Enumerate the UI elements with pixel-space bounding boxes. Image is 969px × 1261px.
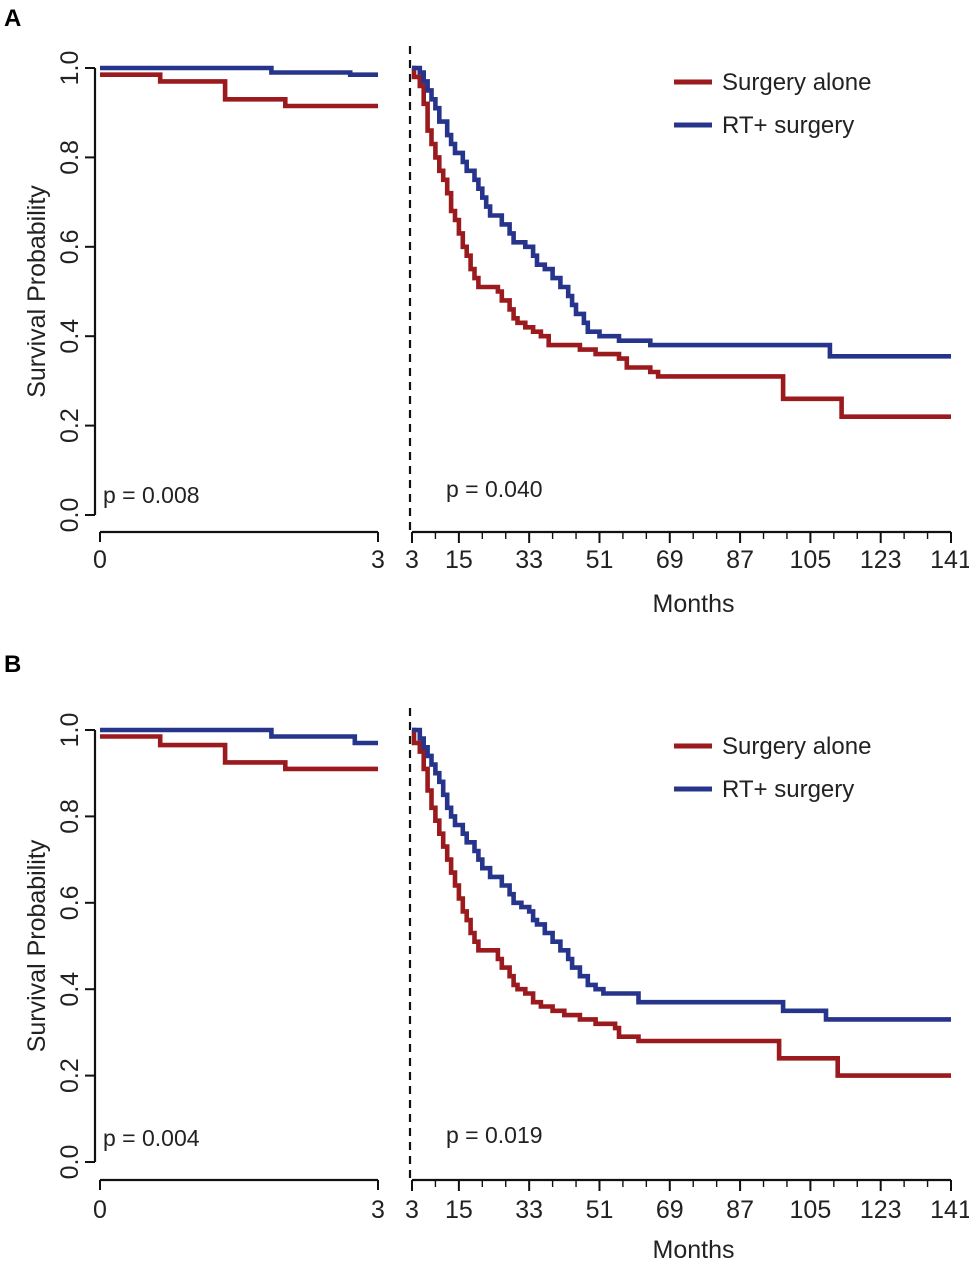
y-tick-label: 0.2 xyxy=(56,408,84,443)
km-curve-right-rt-surgery xyxy=(412,65,951,359)
km-curve-right-rt-surgery xyxy=(412,727,951,1022)
x-axis-title: Months xyxy=(653,590,735,618)
x-axis-title: Months xyxy=(653,1236,735,1261)
x-tick-label-right: 51 xyxy=(586,546,614,574)
km-curve-right-surgery-alone xyxy=(411,65,951,419)
x-tick-label-right: 33 xyxy=(515,1196,543,1224)
x-tick-label-right: 51 xyxy=(586,1196,614,1224)
x-tick-label-right: 105 xyxy=(790,1196,832,1224)
y-tick-label: 0.8 xyxy=(56,799,84,834)
y-tick-label: 0.4 xyxy=(56,972,84,1007)
legend-label: RT+ surgery xyxy=(722,776,854,803)
p-value-right: p = 0.019 xyxy=(446,1122,543,1148)
panel-a: A 0.0 0.2 0.4 0.6 0.8 1.0 Survival Probability 0… xyxy=(4,5,969,618)
x-tick-label-right: 105 xyxy=(790,546,832,574)
km-curve-right-surgery-alone xyxy=(411,727,951,1078)
x-tick-label-right: 87 xyxy=(726,1196,754,1224)
p-value-left: p = 0.004 xyxy=(103,1125,200,1151)
x-tick-label-right: 123 xyxy=(860,546,902,574)
x-tick-label-right: 141 xyxy=(930,1196,969,1224)
x-tick-label-right: 141 xyxy=(930,546,969,574)
x-tick-label-left: 0 xyxy=(93,546,107,574)
panel-label: A xyxy=(4,5,21,32)
legend-label: RT+ surgery xyxy=(722,112,854,139)
y-tick-label: 0.6 xyxy=(56,229,84,264)
y-tick-label: 0.0 xyxy=(56,1145,84,1180)
x-tick-label-left: 0 xyxy=(93,1196,107,1224)
x-tick-label-right: 15 xyxy=(445,1196,473,1224)
x-tick-label-left: 3 xyxy=(371,546,385,574)
x-tick-label-right: 3 xyxy=(405,546,419,574)
km-curve-left-surgery-alone xyxy=(100,72,378,109)
panel-b: B 0.0 0.2 0.4 0.6 0.8 1.0 Survival Probability 0… xyxy=(4,651,969,1261)
x-tick-label-right: 33 xyxy=(515,546,543,574)
y-tick-label: 1.0 xyxy=(56,51,84,86)
y-tick-label: 0.8 xyxy=(56,140,84,175)
y-tick-label: 1.0 xyxy=(56,713,84,748)
y-tick-label: 0.2 xyxy=(56,1058,84,1093)
y-axis-title: Survival Probability xyxy=(23,185,51,398)
x-tick-label-left: 3 xyxy=(371,1196,385,1224)
y-tick-label: 0.0 xyxy=(56,498,84,533)
y-tick-label: 0.6 xyxy=(56,885,84,920)
y-tick-label: 0.4 xyxy=(56,319,84,354)
km-curve-left-rt-surgery xyxy=(100,65,378,77)
p-value-left: p = 0.008 xyxy=(103,482,200,508)
km-curve-left-surgery-alone xyxy=(100,734,378,772)
p-value-right: p = 0.040 xyxy=(446,476,543,502)
legend-label: Surgery alone xyxy=(722,69,871,96)
x-tick-label-right: 69 xyxy=(656,546,684,574)
x-tick-label-right: 69 xyxy=(656,1196,684,1224)
panel-label: B xyxy=(4,651,21,678)
x-tick-label-right: 123 xyxy=(860,1196,902,1224)
x-tick-label-right: 15 xyxy=(445,546,473,574)
legend-label: Surgery alone xyxy=(722,733,871,760)
km-curve-left-rt-surgery xyxy=(100,727,378,746)
y-axis-title: Survival Probability xyxy=(23,839,51,1052)
x-tick-label-right: 87 xyxy=(726,546,754,574)
x-tick-label-right: 3 xyxy=(405,1196,419,1224)
